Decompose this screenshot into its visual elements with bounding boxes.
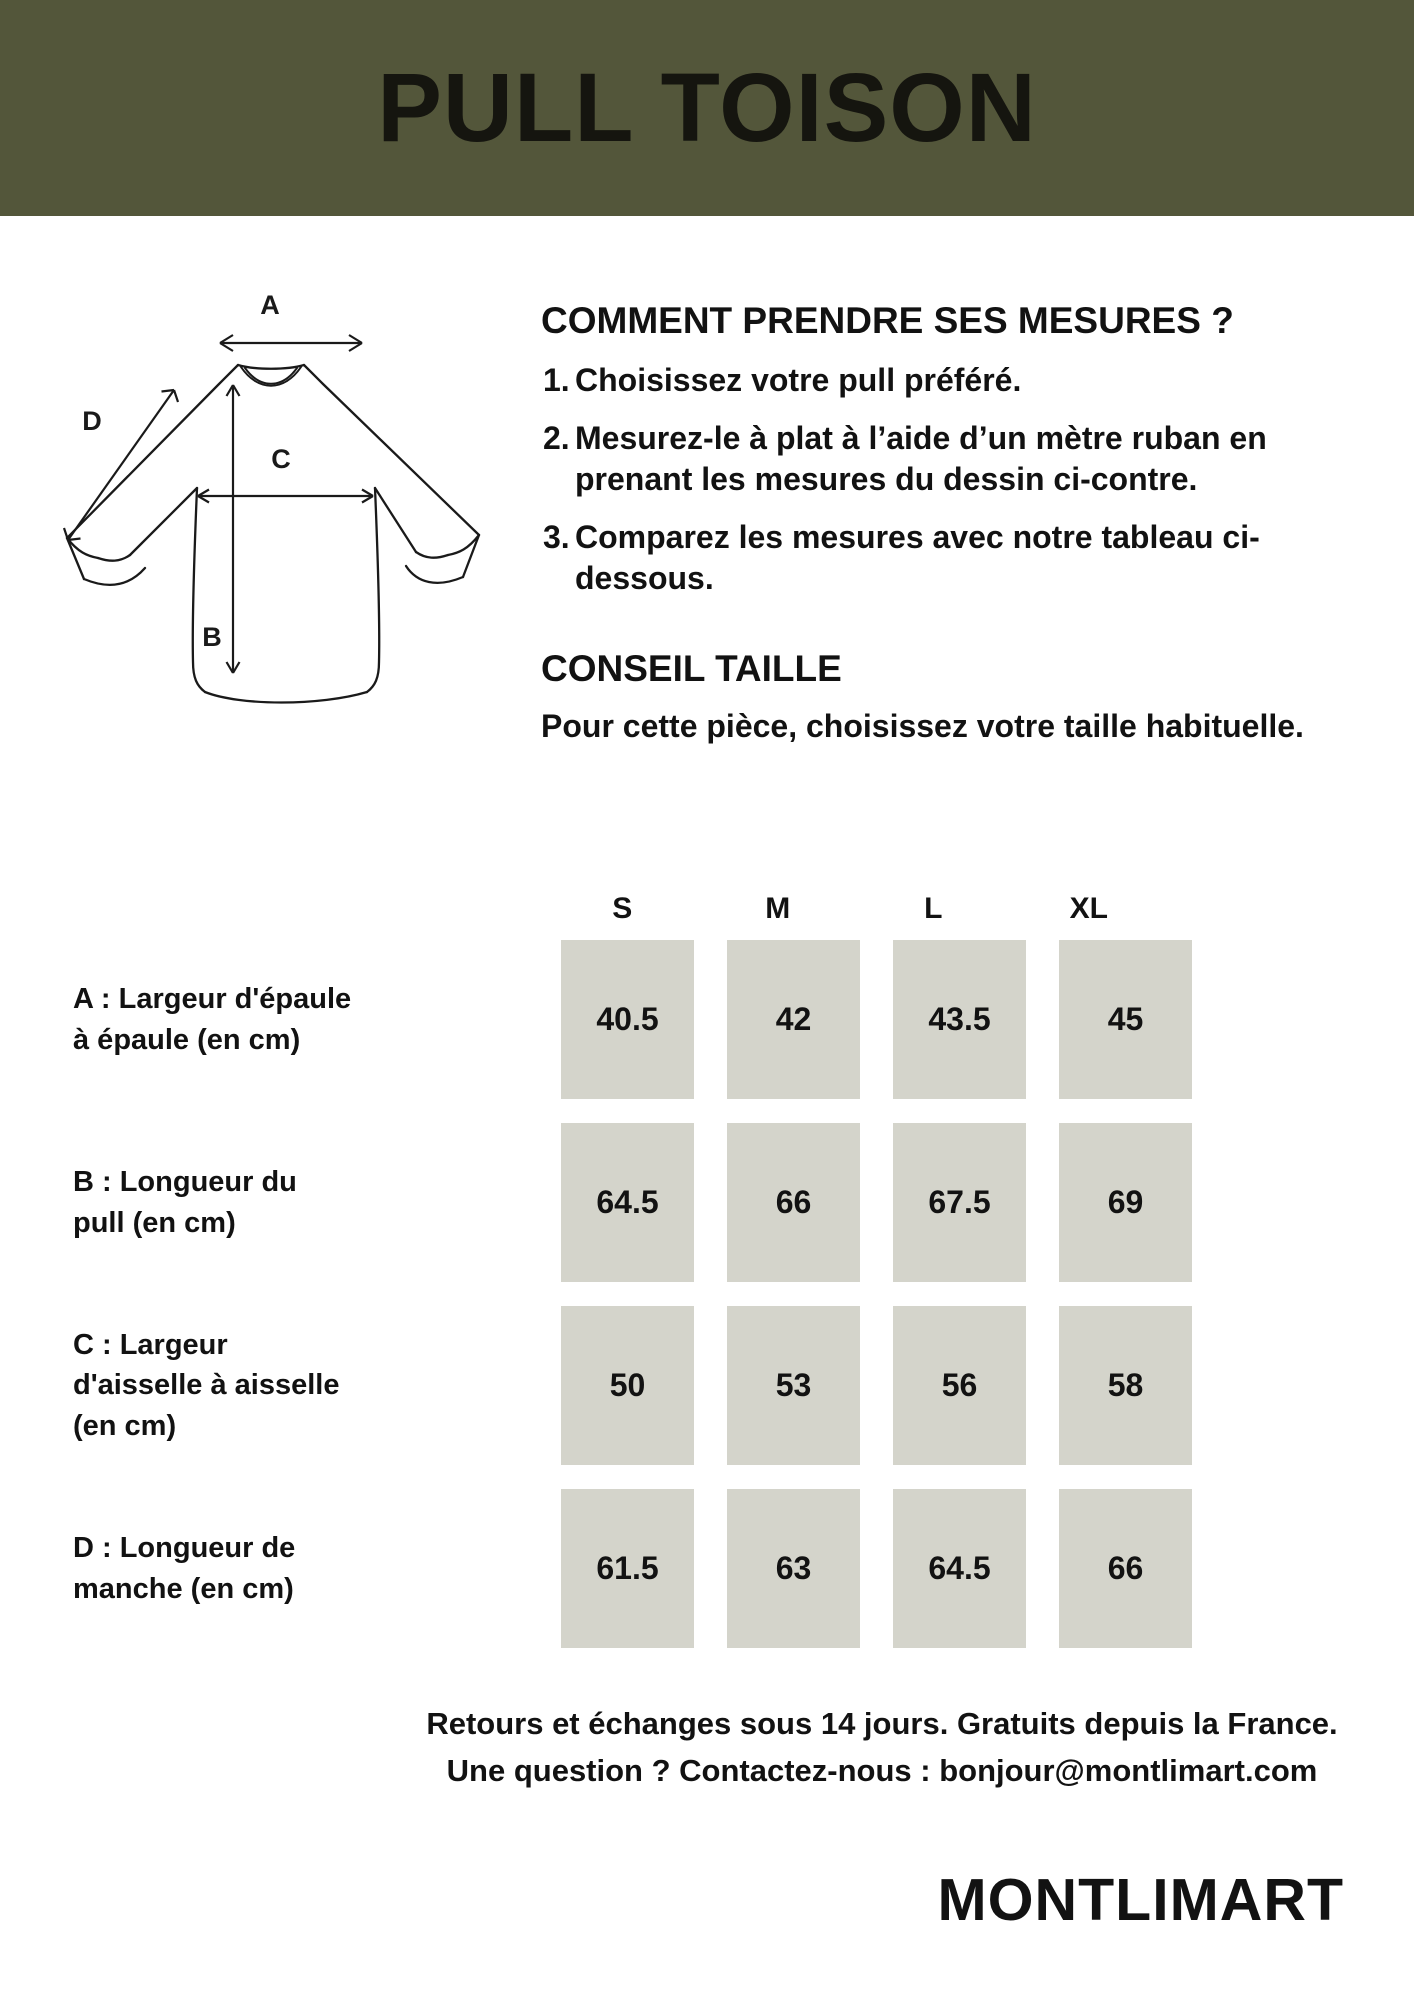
svg-text:B: B xyxy=(202,622,222,652)
svg-text:D: D xyxy=(82,406,102,436)
svg-text:C: C xyxy=(271,444,291,474)
svg-text:A: A xyxy=(260,290,280,320)
